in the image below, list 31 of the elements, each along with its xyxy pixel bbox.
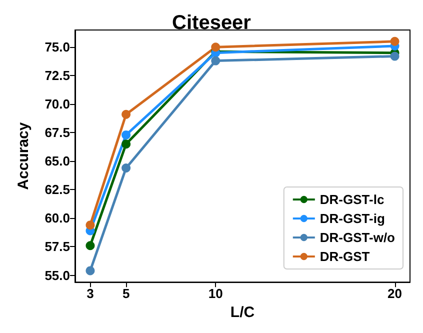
- y-tick-label: 67.5: [44, 125, 70, 140]
- y-tick-label: 55.0: [44, 268, 70, 283]
- point: [122, 110, 131, 119]
- x-tick-label: 10: [208, 286, 223, 302]
- point: [390, 36, 400, 46]
- x-axis-title: L/C: [230, 304, 255, 321]
- y-tick-label: 65.0: [44, 154, 70, 169]
- chart-title: Citeseer: [172, 12, 252, 34]
- point: [122, 140, 131, 149]
- y-tick-label: 57.5: [44, 239, 70, 254]
- y-tick-label: 70.0: [44, 96, 70, 112]
- point: [122, 130, 131, 140]
- y-axis-title: Accuracy: [15, 122, 32, 190]
- y-tick-label: 62.5: [44, 182, 70, 198]
- legend-label: DR-GST-w/o: [320, 230, 396, 245]
- point: [86, 241, 95, 250]
- point: [211, 42, 220, 52]
- y-tick-label: 72.5: [44, 68, 70, 84]
- x-tick-label: 20: [388, 286, 402, 302]
- legend-label: DR-GST: [320, 249, 370, 264]
- y-tick-label: 60.0: [44, 210, 70, 226]
- point: [122, 164, 131, 173]
- legend-label: DR-GST-lc: [320, 192, 384, 207]
- point: [86, 220, 95, 230]
- point: [86, 266, 95, 276]
- x-tick-label: 3: [86, 286, 94, 302]
- x-tick-label: 5: [122, 286, 130, 302]
- point: [211, 56, 220, 66]
- legend-label: DR-GST-ig: [320, 211, 385, 226]
- point: [390, 52, 400, 61]
- y-tick-label: 75.0: [44, 40, 70, 55]
